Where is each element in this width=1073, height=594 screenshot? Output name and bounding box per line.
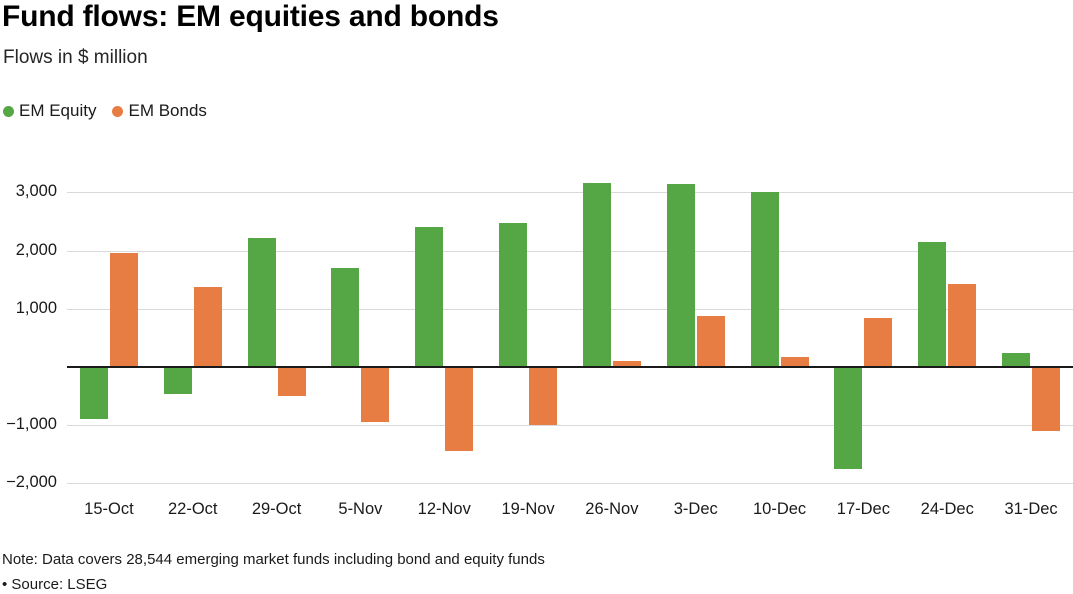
bar-em-bonds-24-dec: [948, 284, 977, 367]
bar-em-equity-17-dec: [834, 366, 863, 469]
x-axis-label-26-nov: 26-Nov: [585, 500, 639, 518]
legend-label-em-bonds: EM Bonds: [128, 101, 207, 120]
gridline-3000: [67, 192, 1073, 194]
legend-label-em-equity: EM Equity: [19, 101, 97, 120]
bar-em-equity-26-nov: [582, 183, 611, 367]
x-axis-label-3-dec: 3-Dec: [673, 500, 718, 518]
gridline-1000: [67, 308, 1073, 310]
bar-em-equity-15-oct: [79, 366, 108, 420]
x-axis-label-5-nov: 5-Nov: [338, 500, 383, 518]
x-axis-label-15-oct: 15-Oct: [84, 500, 134, 518]
bar-em-bonds-31-dec: [1032, 366, 1061, 431]
bar-em-equity-22-oct: [163, 366, 192, 394]
chart-source: • Source: LSEG: [2, 576, 108, 593]
bar-em-bonds-19-nov: [529, 366, 558, 426]
x-axis-label-22-oct: 22-Oct: [167, 500, 218, 518]
x-axis-label-24-dec: 24-Dec: [920, 500, 974, 518]
bar-em-bonds-26-nov: [612, 361, 641, 367]
bar-em-equity-19-nov: [499, 223, 528, 367]
x-axis-label-17-dec: 17-Dec: [836, 500, 890, 518]
chart-subtitle: Flows in $ million: [3, 47, 148, 68]
legend-item-em-bonds: EM Bonds: [112, 101, 207, 121]
y-axis-label-3000: 3,000: [15, 182, 57, 201]
gridline--2000: [67, 483, 1073, 485]
y-axis-label--1000: −1,000: [6, 415, 57, 434]
bar-em-equity-10-dec: [750, 192, 779, 367]
y-axis-label-1000: 1,000: [15, 298, 57, 317]
bar-em-bonds-3-dec: [696, 315, 725, 367]
bar-em-bonds-15-oct: [109, 253, 138, 367]
x-axis-label-10-dec: 10-Dec: [752, 500, 807, 518]
x-axis-label-19-nov: 19-Nov: [501, 500, 555, 518]
bar-em-equity-29-oct: [247, 237, 276, 367]
legend: EM Equity EM Bonds: [3, 101, 207, 121]
em-bonds-swatch-icon: [112, 105, 124, 117]
bar-em-bonds-12-nov: [445, 366, 474, 452]
x-axis-label-31-dec: 31-Dec: [1004, 500, 1058, 518]
gridline--1000: [67, 425, 1073, 427]
chart-note: Note: Data covers 28,544 emerging market…: [2, 551, 545, 568]
bar-em-bonds-17-dec: [864, 318, 893, 367]
bar-em-equity-3-dec: [666, 184, 695, 367]
chart-title: Fund flows: EM equities and bonds: [2, 0, 499, 33]
bar-em-equity-12-nov: [415, 227, 444, 367]
bar-em-bonds-5-nov: [361, 366, 390, 423]
bar-em-bonds-22-oct: [193, 286, 222, 367]
y-axis-label--2000: −2,000: [6, 473, 57, 492]
y-axis-label-2000: 2,000: [15, 240, 57, 259]
gridline-2000: [67, 250, 1073, 252]
zero-baseline: [67, 365, 1073, 368]
legend-item-em-equity: EM Equity: [3, 101, 96, 121]
em-equity-swatch-icon: [3, 105, 14, 117]
bar-em-bonds-10-dec: [780, 357, 809, 367]
bar-em-equity-24-dec: [918, 241, 947, 367]
bar-em-equity-31-dec: [1002, 352, 1031, 367]
x-axis-label-29-oct: 29-Oct: [251, 500, 302, 518]
bar-em-bonds-29-oct: [277, 366, 306, 397]
bar-em-equity-5-nov: [331, 268, 360, 367]
x-axis-label-12-nov: 12-Nov: [417, 500, 471, 518]
